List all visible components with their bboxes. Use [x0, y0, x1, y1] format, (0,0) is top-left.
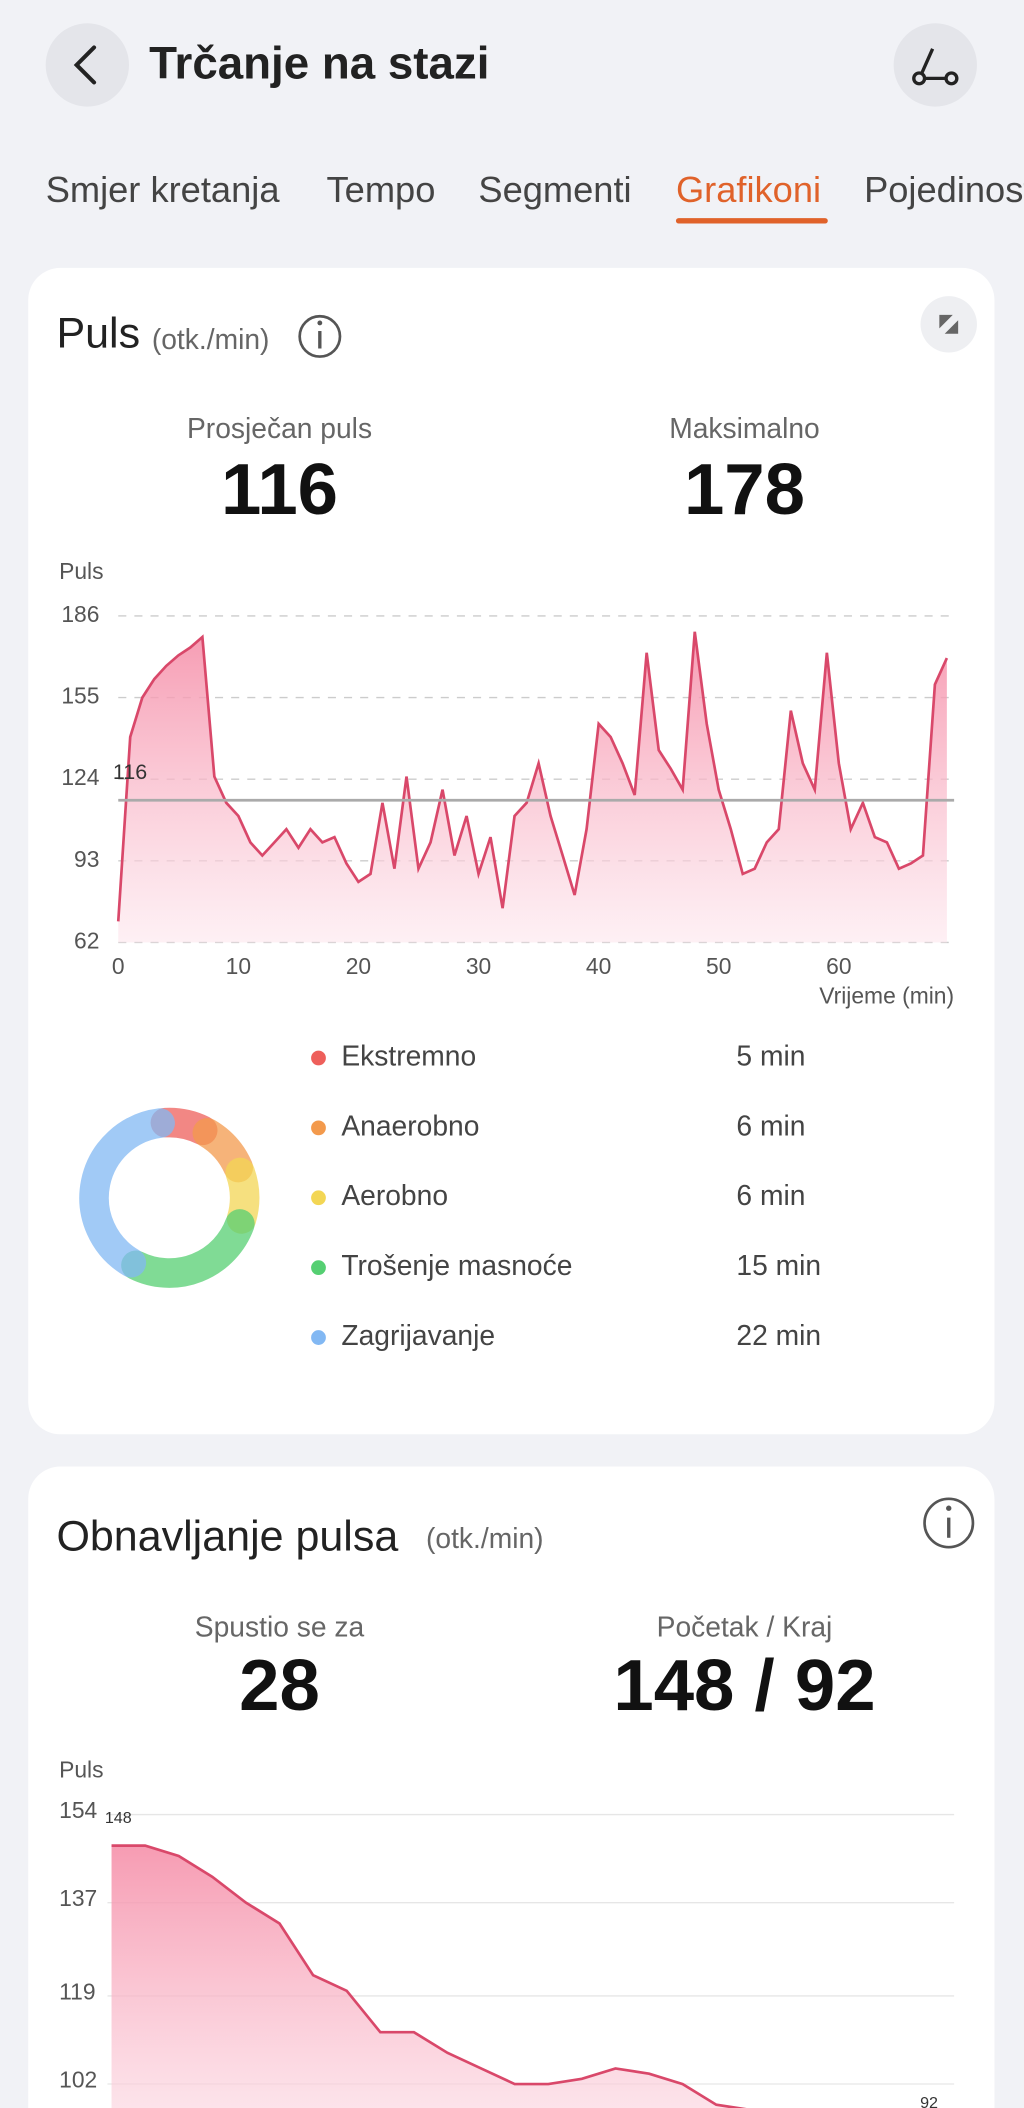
legend-label: Anaerobno [341, 1109, 479, 1141]
card-unit: (otk./min) [152, 323, 270, 355]
legend-label: Trošenje masnoće [341, 1249, 572, 1281]
x-tick-label: 30 [466, 953, 491, 979]
donut-segment [121, 1209, 255, 1288]
card-title: Obnavljanje pulsa [56, 1512, 398, 1560]
y-tick-label: 155 [61, 683, 99, 709]
legend-dot [311, 1260, 326, 1276]
x-tick-label: 0 [112, 953, 125, 979]
donut-segment [79, 1108, 175, 1278]
x-tick-label: 20 [346, 953, 371, 979]
stat-value: 28 [239, 1645, 320, 1726]
legend-value: 15 min [736, 1249, 821, 1281]
x-tick-label: 60 [826, 953, 851, 979]
y-axis-label: Puls [59, 558, 103, 584]
legend-label: Zagrijavanje [341, 1319, 495, 1351]
x-tick-label: 10 [226, 953, 251, 979]
tab-underline [675, 218, 828, 224]
card-title: Puls [56, 310, 140, 358]
y-tick-label: 137 [59, 1885, 97, 1911]
data-label: 148 [105, 1809, 132, 1827]
page-title: Trčanje na stazi [149, 37, 489, 88]
legend-value: 22 min [736, 1319, 821, 1351]
tab[interactable]: Segmenti [478, 169, 631, 210]
legend-value: 6 min [736, 1179, 805, 1211]
stat-label: Maksimalno [669, 412, 820, 444]
info-icon[interactable] [298, 314, 342, 358]
tab[interactable]: Tempo [327, 169, 436, 210]
legend-dot [311, 1050, 326, 1066]
y-tick-label: 102 [59, 2066, 97, 2092]
x-axis-label: Vrijeme (min) [819, 983, 954, 1009]
y-tick-label: 154 [59, 1797, 97, 1823]
stat-value: 178 [684, 449, 805, 530]
legend-value: 6 min [736, 1109, 805, 1141]
y-tick-label: 119 [59, 1978, 95, 2004]
legend-dot [311, 1120, 326, 1136]
line [116, 631, 949, 922]
y-tick-label: 186 [61, 601, 99, 627]
info-icon[interactable] [923, 1497, 975, 1549]
x-tick-label: 40 [586, 953, 611, 979]
y-tick-label: 124 [61, 764, 99, 790]
tab[interactable]: Grafikoni [676, 169, 821, 210]
line [111, 1844, 747, 2108]
area-fill [111, 1845, 738, 2108]
tab[interactable]: Pojedinosti [864, 169, 1024, 210]
legend-dot [311, 1190, 326, 1206]
legend-value: 5 min [736, 1039, 805, 1071]
legend-label: Ekstremno [341, 1039, 476, 1071]
card-unit: (otk./min) [426, 1522, 544, 1554]
reference-label: 116 [113, 760, 147, 784]
y-axis-label: Puls [59, 1757, 103, 1783]
legend-dot [311, 1330, 326, 1345]
expand-button[interactable] [920, 296, 977, 353]
legend-label: Aerobno [341, 1179, 448, 1211]
stat-label: Spustio se za [195, 1611, 365, 1643]
stat-value: 116 [221, 449, 338, 530]
stat-value: 148 / 92 [613, 1645, 875, 1726]
route-button[interactable] [893, 23, 977, 107]
back-icon [73, 45, 97, 85]
y-tick-label: 93 [74, 846, 99, 872]
tab-bar: Smjer kretanja Tempo Segmenti Grafikoni Poje… [46, 169, 1024, 224]
tab[interactable]: Smjer kretanja [46, 169, 281, 210]
stat-label: Prosječan puls [187, 412, 372, 444]
y-tick-label: 62 [74, 927, 99, 953]
x-tick-label: 50 [706, 953, 731, 979]
stat-label: Početak / Kraj [657, 1611, 833, 1643]
data-label: 92 [920, 2094, 938, 2108]
route-icon [912, 48, 959, 86]
back-button[interactable] [45, 23, 130, 107]
